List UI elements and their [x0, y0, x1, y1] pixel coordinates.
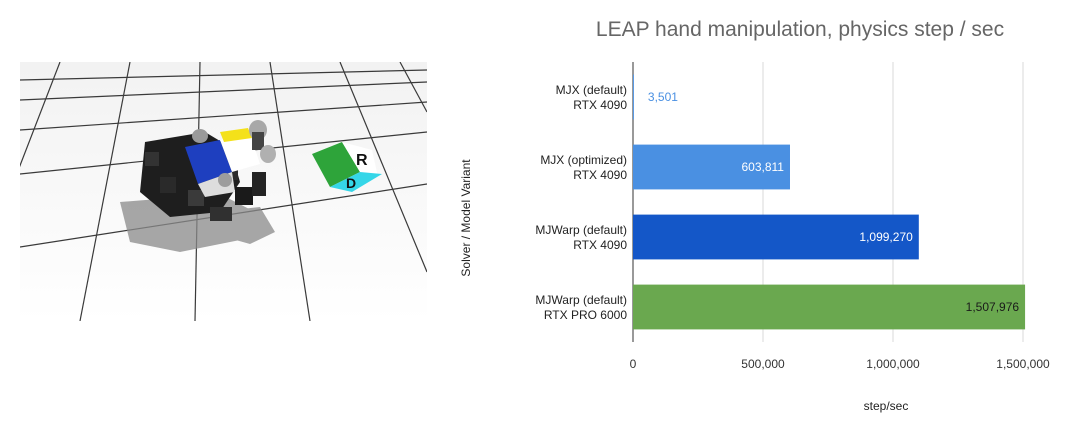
category-label: MJX (default) RTX 4090	[556, 83, 628, 112]
x-axis-label: step/sec	[864, 399, 909, 413]
chart-panel: LEAP hand manipulation, physics step / s…	[440, 0, 1072, 429]
bar	[633, 284, 1026, 330]
category-label: MJX (optimized) RTX 4090	[540, 153, 627, 182]
bar-value-label: 603,811	[741, 160, 784, 174]
x-tick-labels: 0 500,000 1,000,000 1,500,000	[630, 357, 1050, 371]
x-tick-label: 0	[630, 357, 637, 371]
target-cube: R D	[312, 142, 382, 192]
y-axis-label: Solver / Model Variant	[459, 159, 473, 277]
x-tick-label: 1,000,000	[866, 357, 920, 371]
bar	[633, 144, 790, 190]
simulation-scene: R D	[20, 62, 427, 321]
x-tick-label: 500,000	[741, 357, 785, 371]
leap-hand	[140, 120, 276, 221]
chart-title: LEAP hand manipulation, physics step / s…	[596, 18, 1004, 41]
bar-chart: LEAP hand manipulation, physics step / s…	[459, 18, 1050, 413]
bar-value-label: 1,507,976	[966, 300, 1020, 314]
bar	[633, 74, 634, 120]
bar-value-label: 3,501	[648, 90, 678, 104]
simulation-render: R D	[20, 62, 427, 321]
bar-value-label: 1,099,270	[859, 230, 913, 244]
category-label: MJWarp (default) RTX 4090	[535, 223, 627, 252]
cube-face-label-d: D	[346, 175, 356, 191]
category-label: MJWarp (default) RTX PRO 6000	[535, 293, 627, 322]
cube-face-label-r: R	[356, 152, 368, 169]
bar	[633, 214, 919, 260]
category-labels: MJX (default) RTX 4090 MJX (optimized) RTX …	[535, 83, 627, 322]
x-tick-label: 1,500,000	[996, 357, 1050, 371]
chart-bars: 3,501 603,811 1,099,270 1,507,976	[633, 74, 1026, 330]
